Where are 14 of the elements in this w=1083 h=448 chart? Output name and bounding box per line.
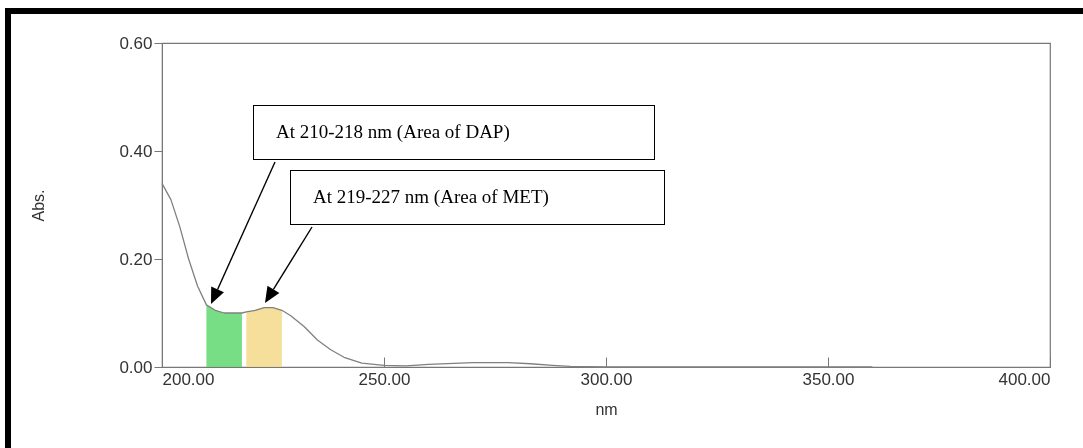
annotation: At 219-227 nm (Area of MET): [290, 170, 665, 225]
x-tick-label: 400.00: [998, 369, 1051, 389]
x-tick-label: 200.00: [162, 369, 215, 389]
y-tick-label: 0.40: [119, 141, 153, 161]
y-tick-label: 0.60: [119, 33, 153, 53]
x-axis-title: nm: [595, 400, 618, 418]
callout: At 219-227 nm (Area of MET): [257, 170, 665, 304]
x-tick-label: 350.00: [802, 369, 855, 389]
annotation: At 210-218 nm (Area of DAP): [253, 105, 655, 160]
y-axis-title: Abs.: [30, 189, 48, 222]
x-tick-label: 250.00: [358, 369, 411, 389]
y-tick-label: 0.20: [119, 249, 153, 269]
x-tick-label: 300.00: [580, 369, 633, 389]
y-tick-label: 0.00: [119, 357, 153, 377]
